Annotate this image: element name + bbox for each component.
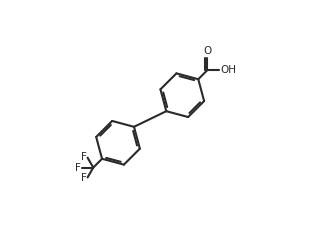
Text: F: F <box>81 152 86 162</box>
Text: F: F <box>75 163 80 173</box>
Text: OH: OH <box>221 65 237 75</box>
Text: O: O <box>203 46 211 56</box>
Text: F: F <box>81 174 86 183</box>
